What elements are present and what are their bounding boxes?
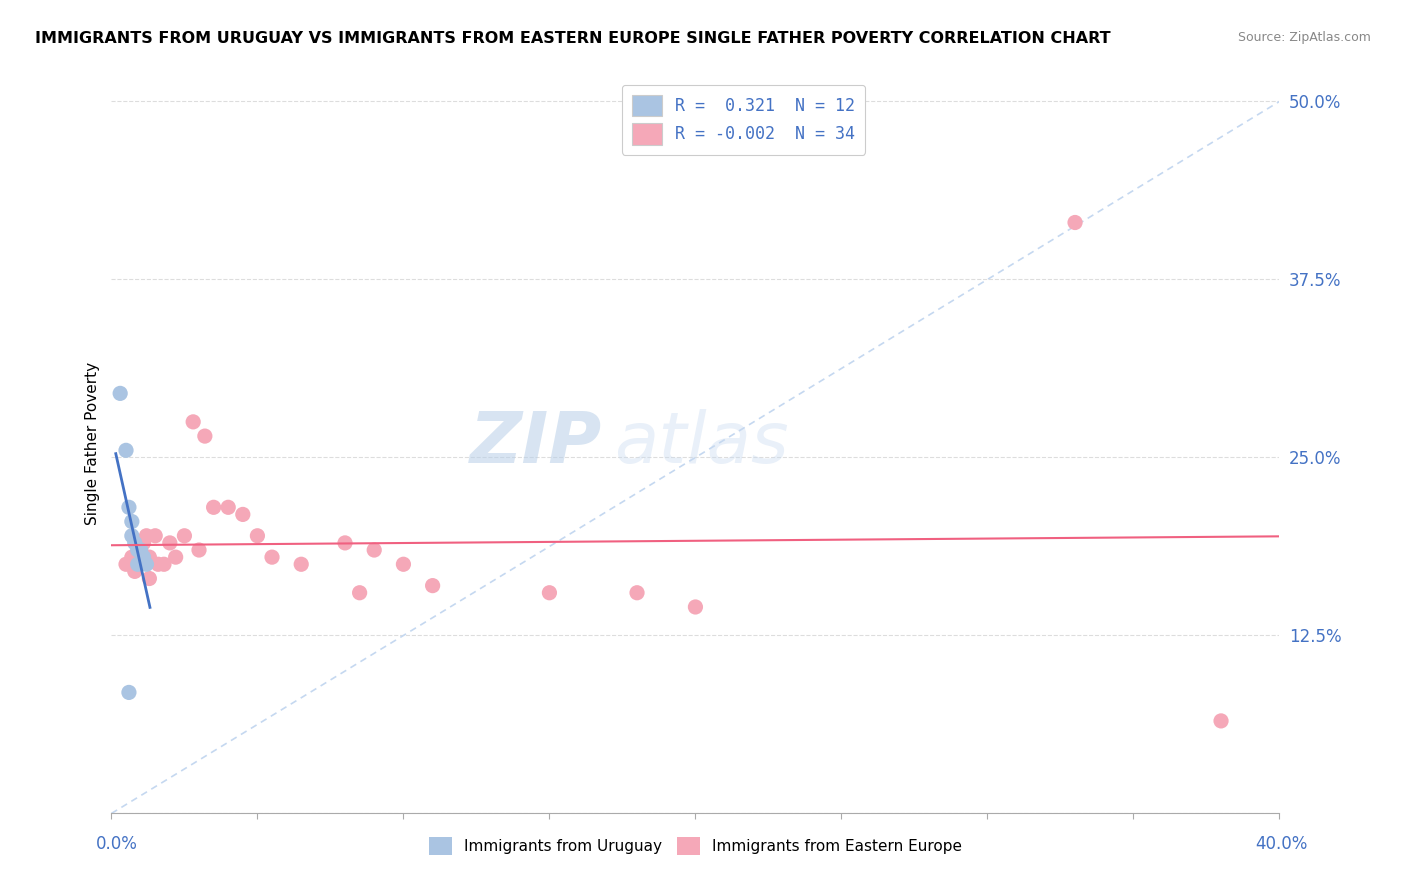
Point — [121, 529, 143, 543]
Point — [165, 550, 187, 565]
Y-axis label: Single Father Poverty: Single Father Poverty — [86, 361, 100, 524]
Point — [108, 386, 131, 401]
Legend: R =  0.321  N = 12, R = -0.002  N = 34: R = 0.321 N = 12, R = -0.002 N = 34 — [621, 85, 865, 154]
Point — [685, 599, 707, 614]
Point — [260, 550, 283, 565]
Point — [290, 558, 312, 572]
Point — [121, 550, 143, 565]
Point — [626, 586, 648, 600]
Point — [127, 558, 149, 572]
Point — [121, 515, 143, 529]
Point — [217, 500, 239, 515]
Point — [146, 558, 169, 572]
Point — [115, 443, 138, 458]
Point — [349, 586, 371, 600]
Point — [127, 543, 149, 558]
Point — [173, 529, 195, 543]
Point — [138, 550, 160, 565]
Point — [363, 543, 385, 558]
Point — [127, 558, 149, 572]
Point — [118, 500, 141, 515]
Point — [135, 529, 157, 543]
Point — [115, 558, 138, 572]
Text: Source: ZipAtlas.com: Source: ZipAtlas.com — [1237, 31, 1371, 45]
Point — [132, 536, 155, 550]
Point — [232, 508, 254, 522]
Point — [135, 558, 157, 572]
Text: atlas: atlas — [613, 409, 789, 478]
Point — [422, 579, 444, 593]
Point — [333, 536, 356, 550]
Text: 0.0%: 0.0% — [96, 835, 138, 853]
Point — [143, 529, 166, 543]
Text: IMMIGRANTS FROM URUGUAY VS IMMIGRANTS FROM EASTERN EUROPE SINGLE FATHER POVERTY : IMMIGRANTS FROM URUGUAY VS IMMIGRANTS FR… — [35, 31, 1111, 46]
Text: 40.0%: 40.0% — [1256, 835, 1308, 853]
Point — [194, 429, 217, 443]
Point — [124, 536, 146, 550]
Point — [124, 565, 146, 579]
Point — [132, 550, 155, 565]
Point — [538, 586, 561, 600]
Point — [118, 685, 141, 699]
Point — [153, 558, 176, 572]
Point — [246, 529, 269, 543]
Text: ZIP: ZIP — [470, 409, 602, 478]
Point — [129, 543, 152, 558]
Point — [159, 536, 181, 550]
Point — [188, 543, 211, 558]
Point — [138, 572, 160, 586]
Point — [202, 500, 225, 515]
Point — [181, 415, 204, 429]
Point — [129, 543, 152, 558]
Point — [1209, 714, 1232, 728]
Point — [392, 558, 415, 572]
Point — [1064, 215, 1087, 229]
